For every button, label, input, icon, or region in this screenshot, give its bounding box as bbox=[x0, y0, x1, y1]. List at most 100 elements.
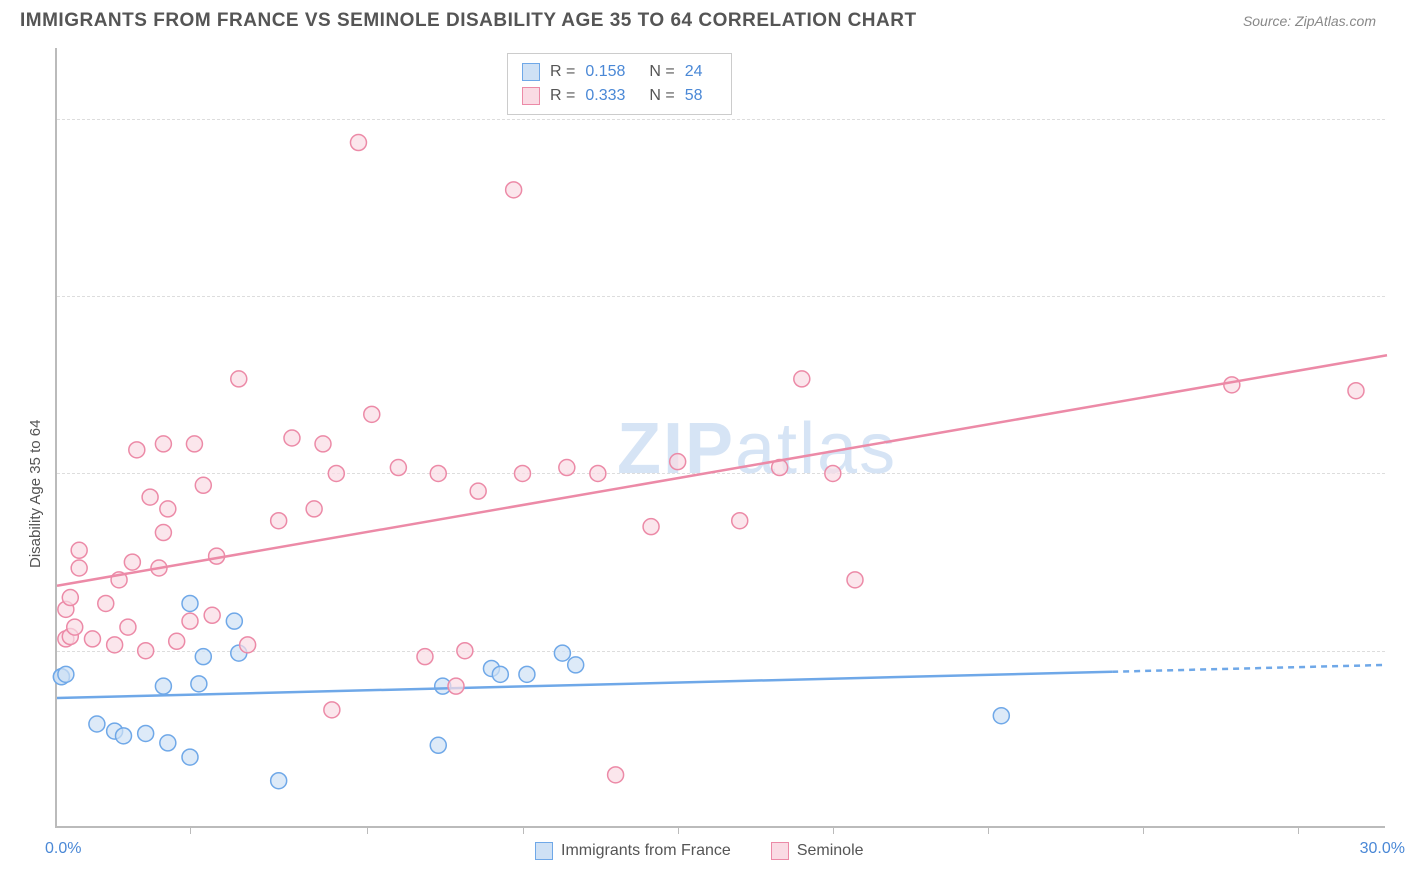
scatter-point bbox=[324, 702, 340, 718]
scatter-point bbox=[448, 678, 464, 694]
scatter-point bbox=[138, 643, 154, 659]
legend-n-value: 58 bbox=[685, 87, 703, 105]
x-axis-min-label: 0.0% bbox=[45, 840, 81, 858]
scatter-point bbox=[195, 477, 211, 493]
scatter-point bbox=[124, 554, 140, 570]
scatter-point bbox=[315, 436, 331, 452]
scatter-point bbox=[155, 436, 171, 452]
scatter-point bbox=[430, 465, 446, 481]
scatter-point bbox=[226, 613, 242, 629]
x-axis-max-label: 30.0% bbox=[1360, 840, 1405, 858]
scatter-point bbox=[67, 619, 83, 635]
scatter-point bbox=[306, 501, 322, 517]
legend-n-label: N = bbox=[649, 87, 674, 105]
scatter-point bbox=[350, 135, 366, 151]
plot-area: ZIPatlas R =0.158N =24R =0.333N =58 15.0… bbox=[55, 48, 1385, 828]
scatter-point bbox=[430, 737, 446, 753]
source-label: Source: ZipAtlas.com bbox=[1243, 13, 1376, 29]
scatter-point bbox=[794, 371, 810, 387]
trend-line bbox=[57, 355, 1387, 585]
scatter-point bbox=[1348, 383, 1364, 399]
legend-swatch bbox=[771, 842, 789, 860]
legend-n-value: 24 bbox=[685, 63, 703, 81]
scatter-point bbox=[825, 465, 841, 481]
scatter-point bbox=[519, 666, 535, 682]
x-tick bbox=[678, 826, 679, 834]
scatter-point bbox=[129, 442, 145, 458]
scatter-point bbox=[732, 513, 748, 529]
scatter-point bbox=[71, 560, 87, 576]
bottom-legend: Immigrants from France Seminole bbox=[535, 842, 864, 860]
x-tick bbox=[833, 826, 834, 834]
scatter-point bbox=[116, 728, 132, 744]
legend-r-value: 0.333 bbox=[585, 87, 625, 105]
scatter-point bbox=[364, 406, 380, 422]
scatter-point bbox=[186, 436, 202, 452]
legend-row: R = 0.158 N = 24 bbox=[522, 60, 717, 84]
scatter-point bbox=[84, 631, 100, 647]
scatter-point bbox=[191, 676, 207, 692]
scatter-point bbox=[182, 595, 198, 611]
scatter-point bbox=[231, 371, 247, 387]
scatter-point bbox=[107, 637, 123, 653]
scatter-point bbox=[89, 716, 105, 732]
scatter-point bbox=[195, 649, 211, 665]
scatter-point bbox=[554, 645, 570, 661]
scatter-point bbox=[506, 182, 522, 198]
scatter-point bbox=[142, 489, 158, 505]
chart-title: IMMIGRANTS FROM FRANCE VS SEMINOLE DISAB… bbox=[20, 10, 917, 32]
scatter-point bbox=[390, 460, 406, 476]
scatter-point bbox=[62, 590, 78, 606]
scatter-point bbox=[204, 607, 220, 623]
scatter-point bbox=[182, 749, 198, 765]
scatter-point bbox=[608, 767, 624, 783]
scatter-point bbox=[58, 666, 74, 682]
scatter-point bbox=[98, 595, 114, 611]
scatter-point bbox=[847, 572, 863, 588]
scatter-point bbox=[271, 513, 287, 529]
bottom-legend-item: Seminole bbox=[771, 842, 864, 860]
bottom-legend-item: Immigrants from France bbox=[535, 842, 731, 860]
top-legend: R = 0.158 N = 24R = 0.333 N = 58 bbox=[507, 53, 732, 115]
legend-n-label: N = bbox=[649, 63, 674, 81]
scatter-point bbox=[492, 666, 508, 682]
scatter-point bbox=[457, 643, 473, 659]
x-tick bbox=[988, 826, 989, 834]
scatter-point bbox=[138, 725, 154, 741]
x-tick bbox=[523, 826, 524, 834]
bottom-legend-label: Immigrants from France bbox=[561, 842, 731, 860]
scatter-point bbox=[160, 735, 176, 751]
scatter-point bbox=[470, 483, 486, 499]
chart-container: ZIPatlas R =0.158N =24R =0.333N =58 15.0… bbox=[55, 48, 1385, 828]
scatter-point bbox=[670, 454, 686, 470]
scatter-point bbox=[515, 465, 531, 481]
x-tick bbox=[1143, 826, 1144, 834]
scatter-point bbox=[160, 501, 176, 517]
scatter-point bbox=[417, 649, 433, 665]
x-tick bbox=[1298, 826, 1299, 834]
scatter-point bbox=[240, 637, 256, 653]
scatter-point bbox=[71, 542, 87, 558]
legend-row: R =0.333N =58 bbox=[522, 84, 717, 108]
scatter-point bbox=[155, 525, 171, 541]
scatter-point bbox=[155, 678, 171, 694]
legend-r-label: R = bbox=[550, 63, 575, 81]
scatter-point bbox=[559, 460, 575, 476]
x-tick bbox=[367, 826, 368, 834]
scatter-plot-svg bbox=[57, 48, 1385, 826]
x-tick bbox=[190, 826, 191, 834]
legend-swatch bbox=[535, 842, 553, 860]
bottom-legend-label: Seminole bbox=[797, 842, 864, 860]
scatter-point bbox=[271, 773, 287, 789]
legend-r-value: 0.158 bbox=[585, 63, 625, 81]
legend-swatch bbox=[522, 63, 540, 81]
scatter-point bbox=[568, 657, 584, 673]
scatter-point bbox=[590, 465, 606, 481]
scatter-point bbox=[169, 633, 185, 649]
scatter-point bbox=[1224, 377, 1240, 393]
legend-swatch bbox=[522, 87, 540, 105]
scatter-point bbox=[643, 519, 659, 535]
scatter-point bbox=[284, 430, 300, 446]
scatter-point bbox=[993, 708, 1009, 724]
scatter-point bbox=[120, 619, 136, 635]
